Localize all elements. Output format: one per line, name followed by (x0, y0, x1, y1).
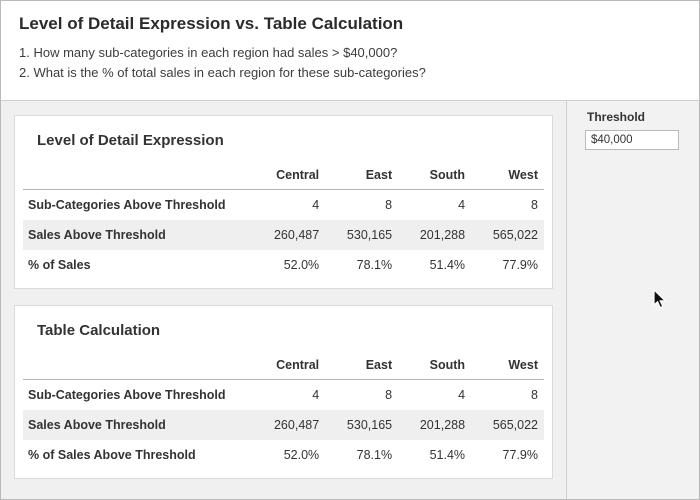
table-row: Sub-Categories Above Threshold 4 8 4 8 (23, 190, 544, 221)
table-row: Sales Above Threshold 260,487 530,165 20… (23, 220, 544, 250)
column-header-west: West (471, 353, 544, 380)
row-label: Sub-Categories Above Threshold (28, 388, 226, 402)
threshold-input[interactable] (585, 130, 679, 150)
column-header-central: Central (252, 163, 326, 190)
row-label: % of Sales Above Threshold (28, 448, 196, 462)
page-title: Level of Detail Expression vs. Table Cal… (19, 14, 404, 33)
table-row: Sales Above Threshold 260,487 530,165 20… (23, 410, 544, 440)
table-calc-header-row: Central East South West (23, 353, 544, 380)
column-header-south: South (398, 163, 472, 190)
value-cell[interactable]: 8 (531, 198, 538, 212)
column-header-east: East (325, 163, 399, 190)
value-cell[interactable]: 4 (312, 198, 320, 212)
value-cell[interactable]: 77.9% (502, 258, 538, 272)
value-cell[interactable]: 52.0% (283, 258, 320, 272)
value-cell[interactable]: 201,288 (398, 410, 472, 440)
value-cell[interactable]: 4 (312, 388, 320, 402)
value-cell[interactable]: 78.1% (356, 258, 393, 272)
value-cell[interactable]: 4 (458, 388, 466, 402)
value-cell[interactable]: 51.4% (429, 448, 466, 462)
row-label: Sales Above Threshold (23, 220, 253, 250)
value-cell[interactable]: 565,022 (471, 410, 544, 440)
value-cell[interactable]: 530,165 (325, 220, 399, 250)
value-cell[interactable]: 51.4% (429, 258, 466, 272)
panel-lod-title: Level of Detail Expression (37, 132, 224, 149)
value-cell[interactable]: 52.0% (283, 448, 320, 462)
column-header-east: East (325, 353, 399, 380)
question-2: 2. What is the % of total sales in each … (19, 65, 426, 80)
column-header-west: West (471, 163, 544, 190)
column-header-south: South (398, 353, 472, 380)
table-row: % of Sales 52.0% 78.1% 51.4% 77.9% (23, 250, 544, 280)
value-cell[interactable]: 260,487 (252, 220, 326, 250)
corner-cell (23, 163, 253, 190)
table-row: Sub-Categories Above Threshold 4 8 4 8 (23, 380, 544, 411)
parameter-sidebar: Threshold (566, 101, 699, 499)
value-cell[interactable]: 78.1% (356, 448, 393, 462)
lod-header-row: Central East South West (23, 163, 544, 190)
row-label: Sub-Categories Above Threshold (28, 198, 226, 212)
value-cell[interactable]: 260,487 (252, 410, 326, 440)
value-cell[interactable]: 530,165 (325, 410, 399, 440)
value-cell[interactable]: 8 (385, 198, 393, 212)
row-label: Sales Above Threshold (23, 410, 253, 440)
threshold-label: Threshold (587, 110, 646, 124)
row-label: % of Sales (28, 258, 91, 272)
lod-table: Central East South West Sub-Categories A… (23, 163, 544, 280)
value-cell[interactable]: 201,288 (398, 220, 472, 250)
dashboard-header: Level of Detail Expression vs. Table Cal… (1, 1, 699, 100)
panel-table-calc: Table Calculation Central East South Wes… (14, 305, 553, 479)
value-cell[interactable]: 8 (531, 388, 538, 402)
question-1: 1. How many sub-categories in each regio… (19, 45, 398, 60)
value-cell[interactable]: 77.9% (502, 448, 538, 462)
corner-cell (23, 353, 253, 380)
dashboard-body: Level of Detail Expression Central East … (1, 100, 699, 499)
main-area: Level of Detail Expression Central East … (1, 101, 566, 499)
table-row: % of Sales Above Threshold 52.0% 78.1% 5… (23, 440, 544, 470)
value-cell[interactable]: 8 (385, 388, 393, 402)
column-header-central: Central (252, 353, 326, 380)
panel-lod: Level of Detail Expression Central East … (14, 115, 553, 289)
value-cell[interactable]: 4 (458, 198, 466, 212)
panel-table-calc-title: Table Calculation (37, 322, 161, 339)
value-cell[interactable]: 565,022 (471, 220, 544, 250)
table-calc-table: Central East South West Sub-Categories A… (23, 353, 544, 470)
